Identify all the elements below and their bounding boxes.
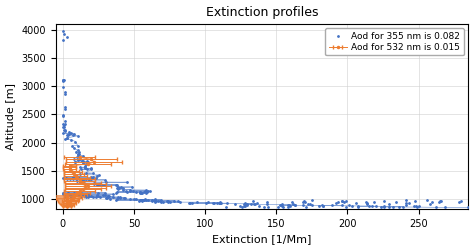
Line: Aod for 355 nm is 0.082: Aod for 355 nm is 0.082 <box>61 29 470 209</box>
Aod for 355 nm is 0.082 <box>77 166 82 169</box>
Aod for 355 nm is 0.082 <box>61 29 66 32</box>
Y-axis label: Altitude [m]: Altitude [m] <box>6 83 16 150</box>
Legend: Aod for 355 nm is 0.082, Aod for 532 nm is 0.015: Aod for 355 nm is 0.082, Aod for 532 nm … <box>325 28 464 56</box>
Aod for 355 nm is 0.082 <box>374 205 379 208</box>
Aod for 355 nm is 0.082 <box>64 134 70 137</box>
Aod for 355 nm is 0.082 <box>75 153 81 156</box>
Aod for 355 nm is 0.082 <box>144 199 149 202</box>
Title: Extinction profiles: Extinction profiles <box>206 6 318 18</box>
Aod for 355 nm is 0.082 <box>406 202 412 205</box>
Aod for 355 nm is 0.082 <box>142 190 147 193</box>
X-axis label: Extinction [1/Mm]: Extinction [1/Mm] <box>212 234 312 244</box>
Aod for 355 nm is 0.082 <box>303 205 309 208</box>
Aod for 355 nm is 0.082 <box>382 206 387 209</box>
